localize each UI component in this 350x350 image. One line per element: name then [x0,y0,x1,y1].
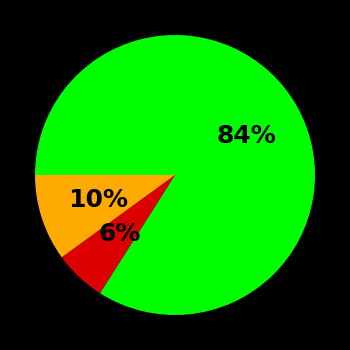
Text: 84%: 84% [216,124,276,148]
Text: 6%: 6% [98,222,141,246]
Wedge shape [35,35,315,315]
Wedge shape [35,175,175,257]
Wedge shape [62,175,175,293]
Text: 10%: 10% [68,188,128,212]
